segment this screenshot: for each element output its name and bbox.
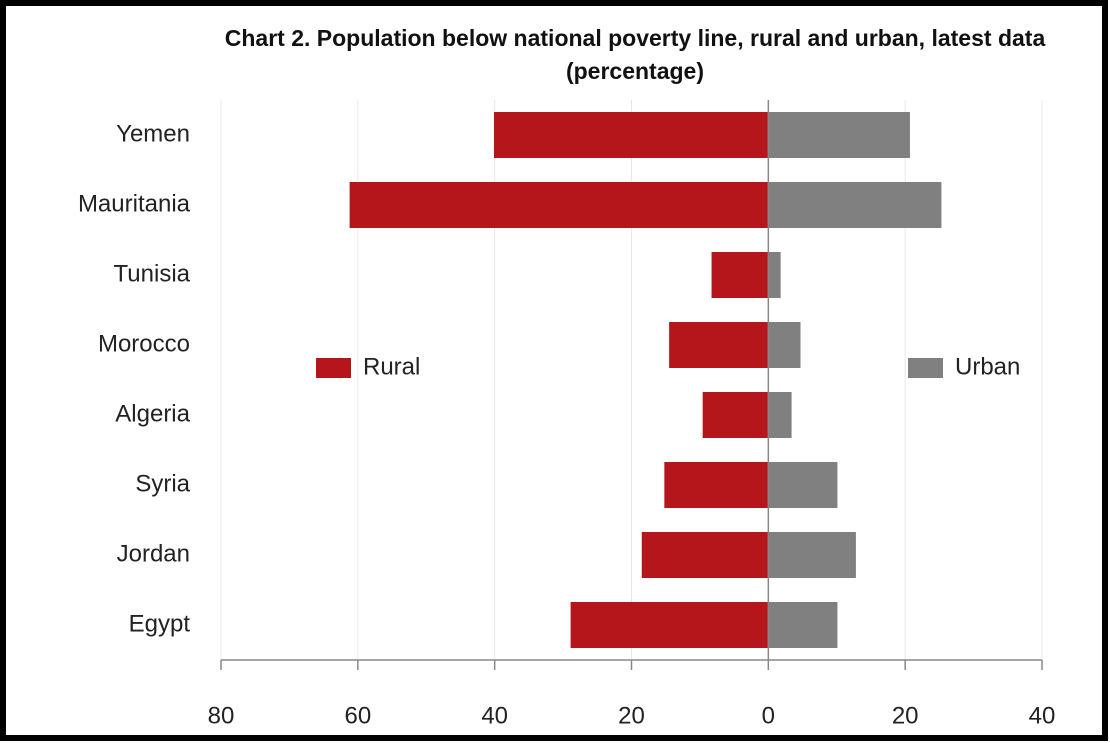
bar (768, 252, 781, 298)
y-tick-label: Egypt (129, 610, 191, 637)
bar (768, 532, 856, 578)
y-tick-label: Algeria (115, 400, 190, 427)
y-tick-label: Tunisia (114, 260, 191, 287)
bar (349, 182, 769, 228)
y-tick-label: Mauritania (78, 190, 191, 217)
x-tick-label: 20 (618, 702, 645, 729)
chart-title: Chart 2. Population below national pover… (224, 25, 1046, 84)
legend-swatch (316, 358, 351, 378)
legend-label: Urban (955, 353, 1020, 380)
y-tick-label: Morocco (98, 330, 190, 357)
bar (493, 112, 769, 158)
bar (641, 532, 769, 578)
legend-label: Rural (363, 353, 420, 380)
bar (702, 392, 769, 438)
bar (669, 322, 769, 368)
bar (711, 252, 769, 298)
x-tick-label: 60 (344, 702, 371, 729)
bar (768, 182, 942, 228)
bar (570, 602, 769, 648)
y-tick-label: Jordan (117, 540, 190, 567)
x-tick-label: 0 (762, 702, 775, 729)
y-tick-label: Yemen (116, 120, 190, 147)
x-tick-label: 40 (481, 702, 508, 729)
bar (664, 462, 769, 508)
bar (768, 322, 801, 368)
bar (768, 112, 910, 158)
legend-swatch (908, 358, 943, 378)
bar (768, 392, 792, 438)
x-tick-label: 40 (1029, 702, 1056, 729)
y-tick-label: Syria (135, 470, 190, 497)
bar (768, 462, 838, 508)
bar (768, 602, 838, 648)
x-tick-label: 20 (892, 702, 919, 729)
x-tick-label: 80 (208, 702, 235, 729)
